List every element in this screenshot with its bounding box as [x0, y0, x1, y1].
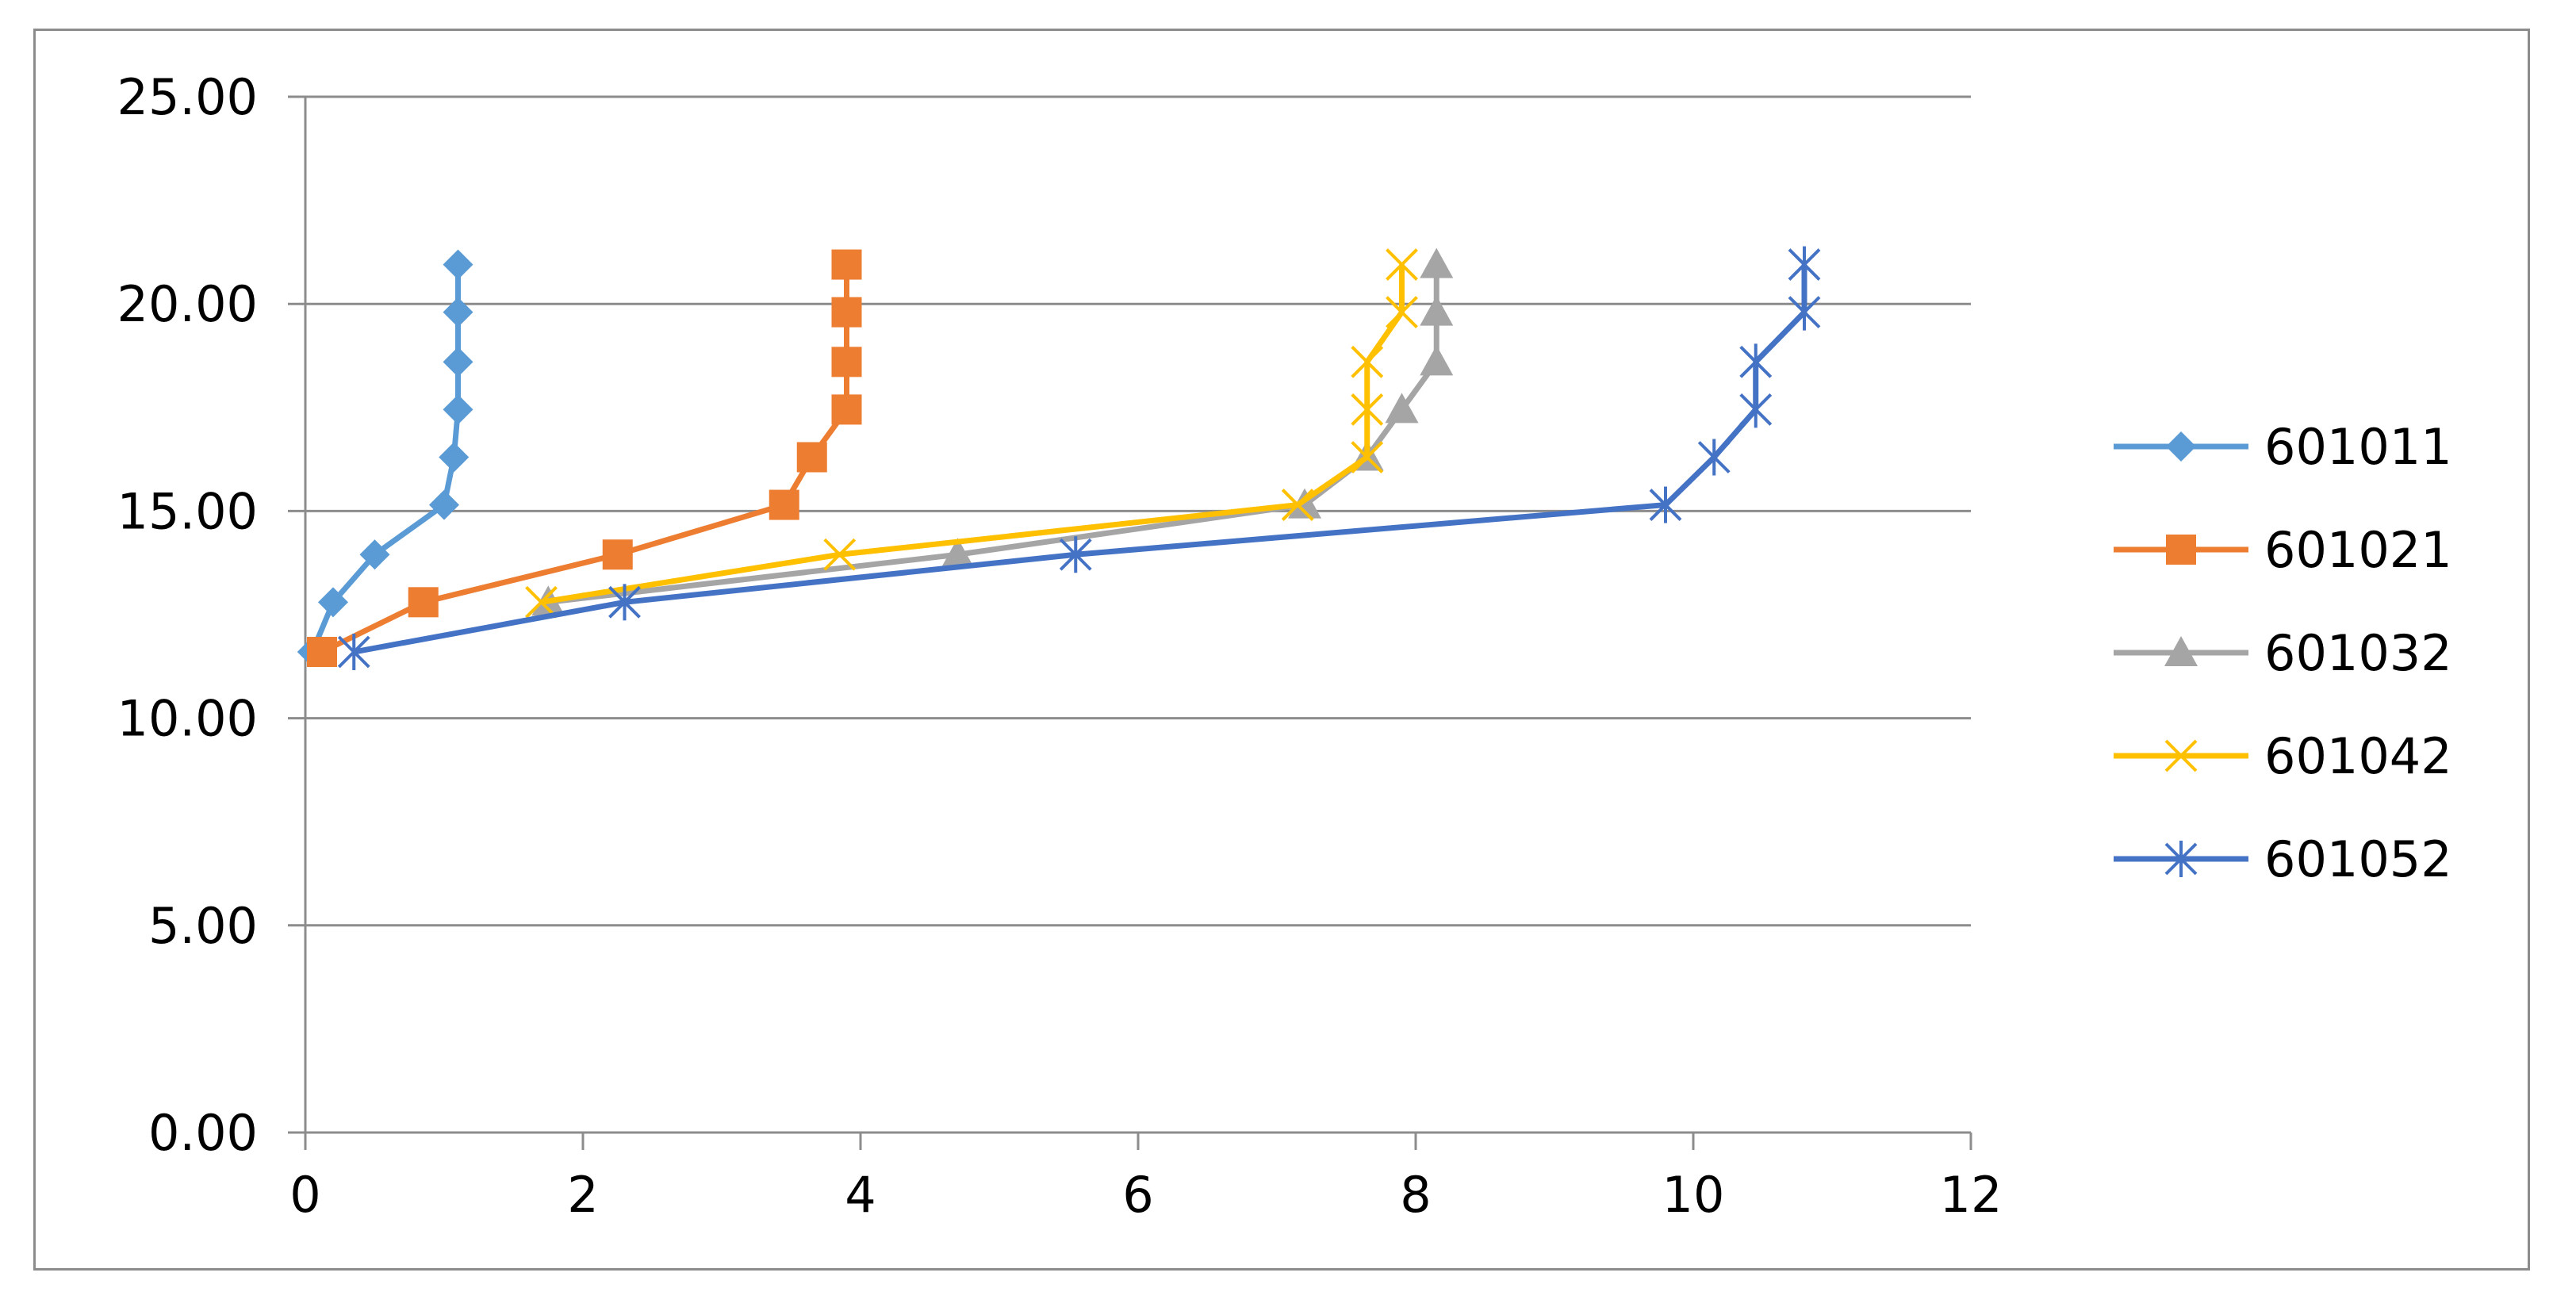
data-point	[831, 297, 862, 328]
series-601042	[525, 248, 1418, 619]
data-point	[831, 347, 862, 378]
legend: 601011 601021 601032 601042 601052	[2114, 418, 2452, 888]
data-point	[439, 442, 470, 473]
data-point	[1788, 293, 1821, 331]
legend-label: 601021	[2264, 521, 2452, 579]
data-point	[1385, 393, 1419, 424]
data-point	[337, 634, 370, 671]
legend-marker	[2164, 739, 2198, 772]
data-point	[1281, 489, 1314, 521]
data-point	[831, 394, 862, 425]
x-tick-label: 4	[845, 1166, 876, 1224]
data-point	[1788, 246, 1821, 283]
data-point	[307, 637, 337, 668]
axes	[288, 95, 1972, 1150]
data-point	[443, 394, 473, 425]
series-line	[547, 264, 1439, 605]
series-line	[353, 264, 1807, 655]
data-point	[443, 347, 473, 378]
data-point	[1697, 439, 1731, 476]
y-tick-label: 10.00	[117, 690, 259, 748]
data-point	[1420, 295, 1454, 326]
data-point	[941, 538, 975, 569]
data-point	[823, 538, 857, 571]
data-point	[1386, 248, 1418, 281]
data-point	[796, 442, 827, 473]
data-point	[608, 584, 641, 621]
data-point	[1351, 345, 1384, 378]
data-point	[1420, 345, 1454, 376]
data-point	[1739, 391, 1773, 428]
data-point	[1351, 441, 1384, 473]
data-point	[443, 249, 473, 280]
data-point	[1420, 247, 1454, 278]
data-point	[408, 587, 439, 618]
y-tick-label: 20.00	[117, 275, 259, 333]
data-point	[525, 585, 558, 619]
x-tick-label: 6	[1122, 1166, 1153, 1224]
chart-frame	[33, 29, 2530, 1271]
y-tick-label: 5.00	[148, 897, 258, 955]
x-tick-label: 2	[567, 1166, 598, 1224]
legend-item-601042: 601042	[2114, 727, 2452, 785]
legend-item-601032: 601032	[2114, 624, 2452, 682]
data-point	[602, 539, 633, 570]
legend-label: 601011	[2264, 418, 2452, 476]
legend-label: 601052	[2264, 830, 2452, 888]
tick-labels: 0.00 5.00 10.00 15.00 20.00 25.00 0 2 4 6 8 10 12	[117, 68, 2003, 1224]
data-point	[359, 539, 390, 570]
series-601021	[307, 249, 862, 668]
legend-item-601011: 601011	[2114, 418, 2452, 476]
data-point	[1386, 296, 1418, 329]
gridlines	[305, 95, 1971, 927]
legend-marker	[2166, 535, 2196, 565]
legend-label: 601042	[2264, 727, 2452, 785]
series-601011	[297, 249, 473, 668]
legend-label: 601032	[2264, 624, 2452, 682]
legend-item-601052: 601052	[2114, 830, 2452, 888]
legend-marker	[2164, 636, 2198, 666]
series-line	[540, 264, 1405, 605]
data-point	[1649, 486, 1682, 523]
x-tick-label: 12	[1940, 1166, 2003, 1224]
data-point	[1059, 536, 1092, 573]
data-point	[443, 297, 473, 328]
legend-item-601021: 601021	[2114, 521, 2452, 579]
data-point	[831, 249, 862, 280]
y-tick-label: 15.00	[117, 482, 259, 540]
series-group	[297, 246, 1821, 671]
x-tick-label: 0	[289, 1166, 320, 1224]
legend-marker	[2164, 841, 2198, 877]
data-point	[769, 489, 799, 520]
data-point	[318, 587, 348, 618]
series-601052	[337, 246, 1821, 671]
x-tick-label: 8	[1400, 1166, 1431, 1224]
y-tick-label: 0.00	[148, 1104, 258, 1162]
x-tick-label: 10	[1662, 1166, 1725, 1224]
data-point	[1739, 343, 1773, 381]
data-point	[429, 489, 459, 520]
y-tick-label: 25.00	[117, 68, 259, 126]
legend-marker	[2166, 431, 2196, 462]
data-point	[1351, 393, 1384, 426]
